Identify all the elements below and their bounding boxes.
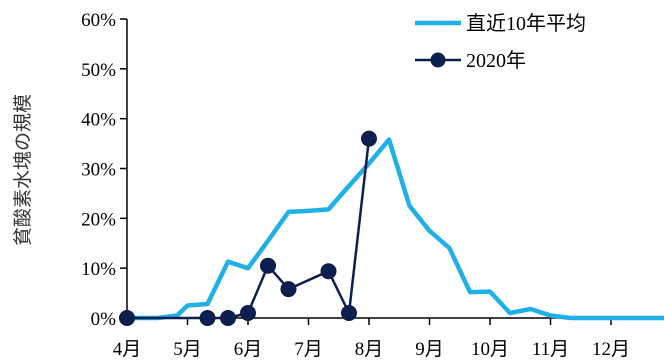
legend-marker-2020 bbox=[430, 52, 446, 68]
legend-label-avg: 直近10年平均 bbox=[466, 12, 586, 35]
y-ticks: 0% 10% 20% 30% 40% 50% 60% bbox=[81, 10, 127, 330]
y-tick-label: 10% bbox=[81, 259, 116, 280]
data-point-2020 bbox=[361, 130, 377, 147]
y-tick-label: 40% bbox=[81, 110, 116, 131]
series-line-2020 bbox=[127, 138, 371, 320]
data-point-2020 bbox=[240, 305, 256, 321]
data-point-2020 bbox=[199, 310, 216, 326]
x-tick-label: 9月 bbox=[415, 339, 444, 360]
x-tick-label: 4月 bbox=[113, 339, 142, 360]
y-axis-title: 貧酸素水塊の規模 bbox=[12, 94, 34, 246]
legend-label-2020: 2020年 bbox=[466, 49, 526, 72]
x-tick-label: 12月 bbox=[592, 339, 630, 360]
x-tick-label: 8月 bbox=[355, 339, 384, 360]
x-ticks: 4月 5月 6月 7月 8月 9月 10月 11月 12月 bbox=[113, 318, 630, 360]
y-tick-label: 60% bbox=[81, 10, 116, 31]
data-point-2020 bbox=[320, 263, 337, 280]
y-tick-label: 30% bbox=[81, 160, 116, 181]
data-point-2020 bbox=[341, 305, 357, 321]
x-tick-label: 11月 bbox=[532, 339, 569, 360]
series-layer bbox=[119, 130, 664, 326]
series-line-avg bbox=[127, 137, 664, 321]
y-tick-label: 50% bbox=[81, 60, 116, 81]
x-tick-label: 6月 bbox=[234, 339, 263, 360]
data-point-2020 bbox=[260, 257, 276, 274]
x-tick-label: 5月 bbox=[173, 339, 202, 360]
y-tick-label: 20% bbox=[81, 209, 116, 230]
y-tick-label: 0% bbox=[91, 309, 117, 330]
data-point-2020 bbox=[280, 281, 297, 298]
x-tick-label: 7月 bbox=[294, 339, 323, 360]
axes bbox=[126, 19, 655, 319]
data-point-2020 bbox=[220, 310, 236, 326]
data-point-2020 bbox=[119, 310, 135, 326]
x-tick-label: 10月 bbox=[471, 339, 509, 360]
legend: 直近10年平均 2020年 bbox=[415, 12, 586, 72]
